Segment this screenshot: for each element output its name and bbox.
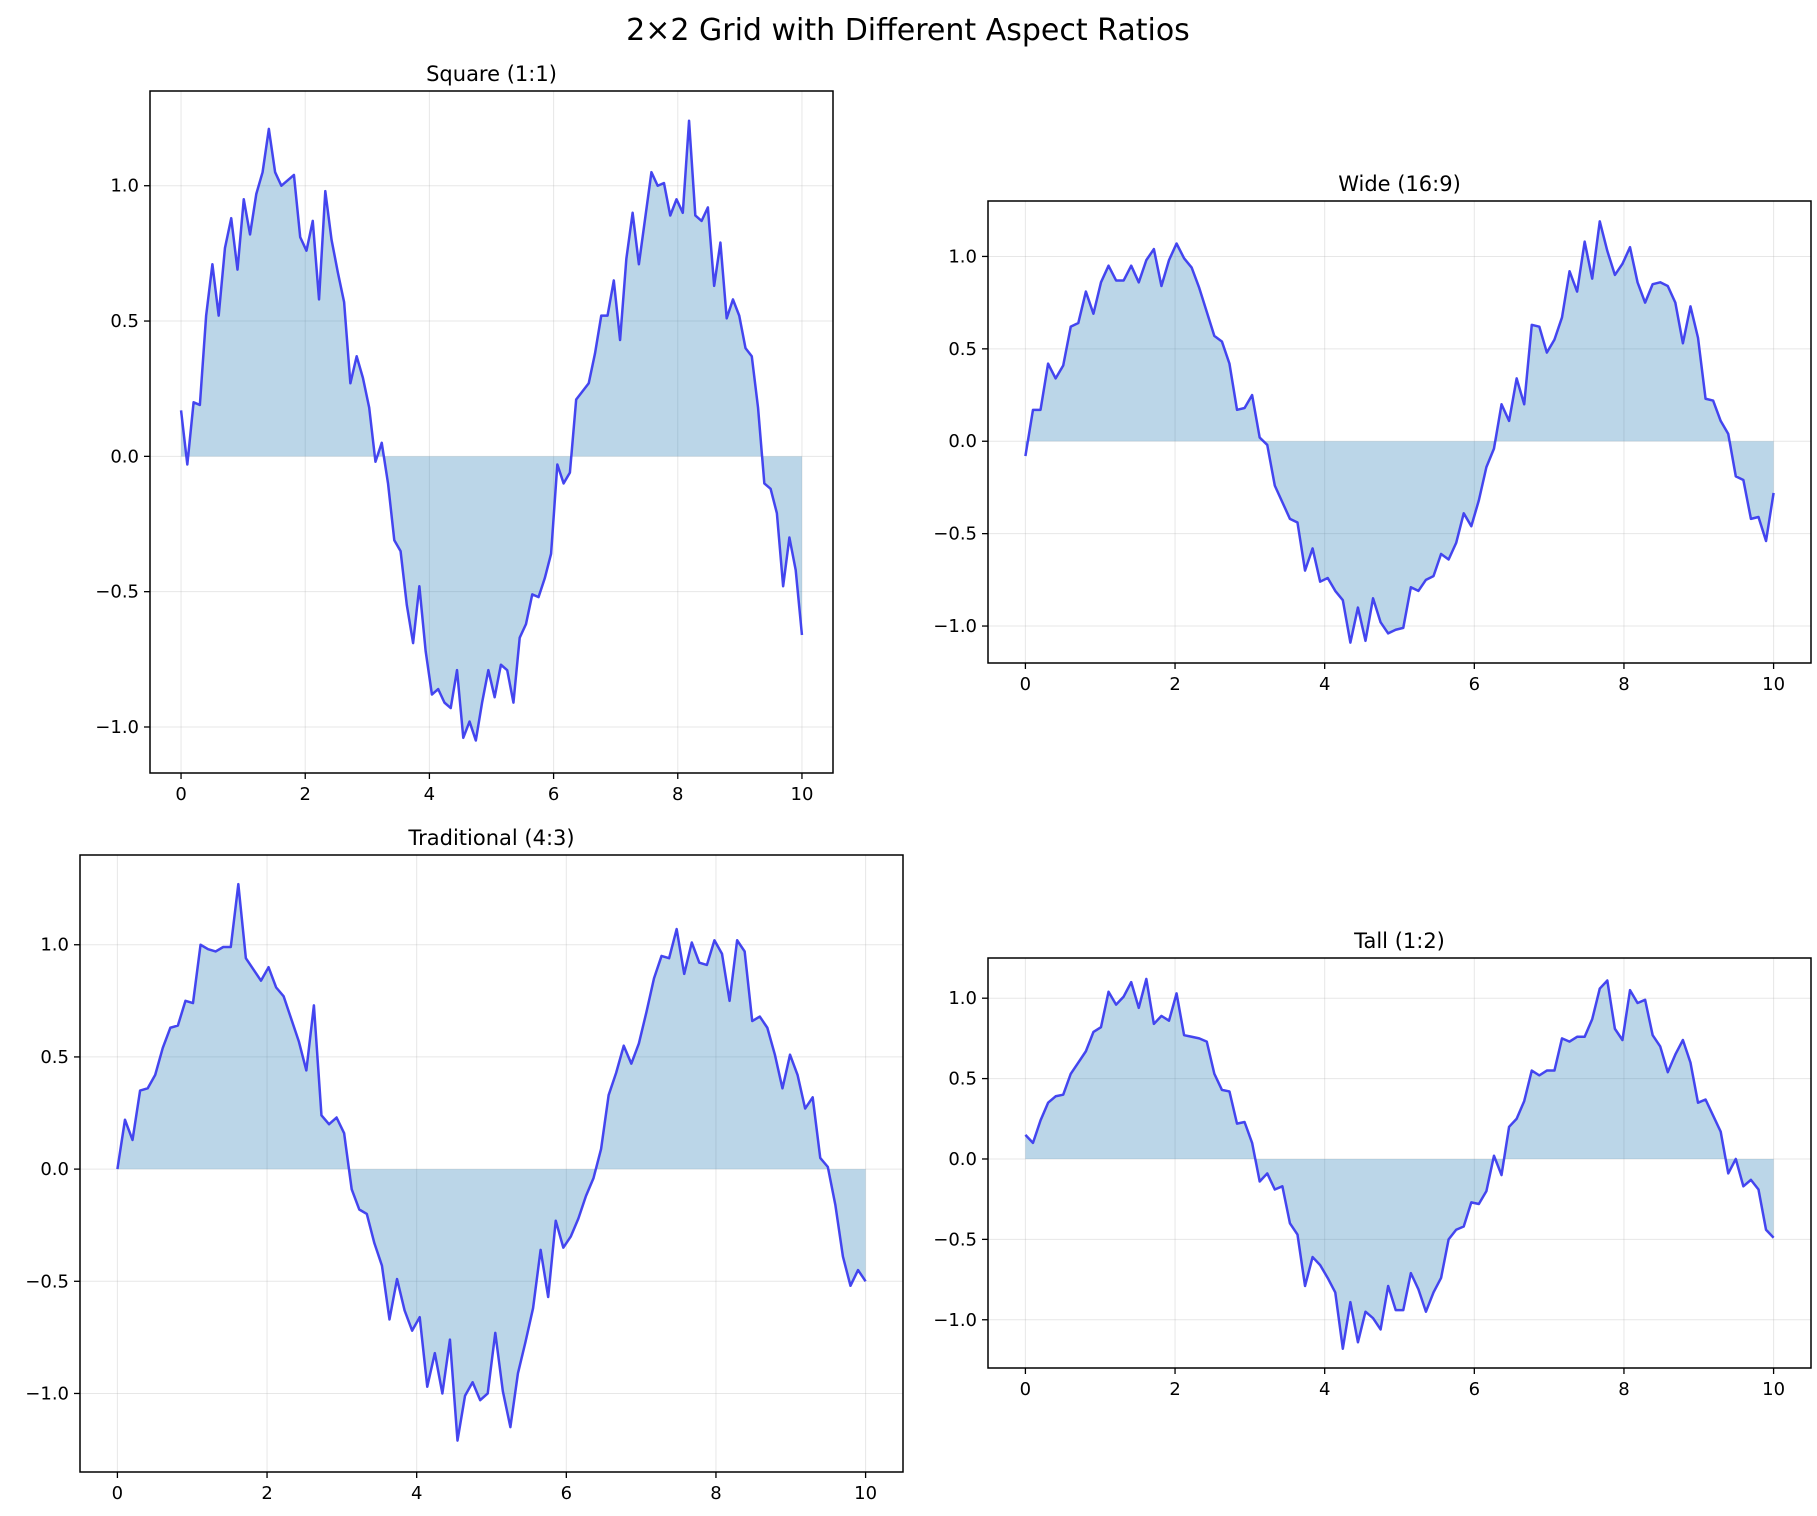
series-line [179,119,804,742]
series-line [116,882,867,1442]
axes-frame [79,854,904,1473]
x-tick-label: 2 [1169,1379,1180,1400]
x-tick-label: 10 [854,1483,877,1504]
y-tick-label: 1.0 [948,988,977,1009]
x-tick-label: 4 [411,1483,422,1504]
y-tick-label: −1.0 [25,1383,69,1404]
y-tick-label: 0.5 [110,311,139,332]
x-tick-label: 0 [1020,1379,1031,1400]
x-tick-label: 2 [261,1483,272,1504]
y-tick-label: 0.0 [40,1159,69,1180]
series-line [1024,977,1775,1350]
panel-tall: Tall (1:2) 0 2 4 6 8 10 −1.0 −0.5 0.0 0.5 1.0 [933,929,1812,1400]
area-fill [181,120,802,741]
x-tick-label: 10 [1762,1379,1785,1400]
x-tick-label: 6 [561,1483,572,1504]
x-tick-label: 2 [300,784,311,805]
x-tick-label: 8 [710,1483,721,1504]
y-tick-label: 0.5 [40,1047,69,1068]
y-tick-label: 1.0 [40,935,69,956]
panel-title: Square (1:1) [426,62,557,86]
x-tick-label: 8 [1618,674,1629,695]
figure-title: 2×2 Grid with Different Aspect Ratios [626,13,1190,48]
x-tick-label: 0 [1020,674,1031,695]
x-tick-label: 6 [1469,1379,1480,1400]
axes-frame [987,200,1812,664]
x-tick-label: 8 [672,784,683,805]
y-tick-label: −1.0 [95,717,139,738]
y-tick-label: −0.5 [25,1271,69,1292]
y-tick-label: 1.0 [948,246,977,267]
x-tick-label: 4 [1319,674,1330,695]
panel-traditional: Traditional (4:3) 0 2 4 6 8 10 −1.0 −0.5 0.0 0.5 1… [25,826,904,1504]
x-tick-label: 10 [1762,674,1785,695]
x-tick-label: 0 [175,784,186,805]
y-tick-label: −0.5 [933,524,977,545]
y-tick-label: 0.5 [948,339,977,360]
y-tick-label: 0.5 [948,1069,977,1090]
y-tick-label: 0.0 [948,1149,977,1170]
y-tick-label: 0.0 [948,431,977,452]
x-tick-label: 2 [1169,674,1180,695]
x-tick-label: 0 [112,1483,123,1504]
panel-square: Square (1:1) 0 2 4 6 8 10 −1.0 −0.5 0.0 0.5 1.0 [95,62,834,805]
x-tick-label: 4 [424,784,435,805]
x-tick-label: 6 [548,784,559,805]
area-fill [117,884,866,1441]
y-tick-label: −1.0 [933,616,977,637]
axes-frame [149,90,834,774]
area-fill [1025,978,1774,1349]
y-tick-label: −0.5 [95,582,139,603]
x-tick-label: 6 [1469,674,1480,695]
y-tick-label: 0.0 [110,446,139,467]
panel-title: Traditional (4:3) [407,826,574,850]
panel-wide: Wide (16:9) 0 2 4 6 8 10 −1.0 −0.5 0.0 0.5 1.0 [933,172,1812,695]
y-tick-label: −0.5 [933,1229,977,1250]
y-tick-label: 1.0 [110,176,139,197]
panel-title: Tall (1:2) [1353,929,1445,953]
axes-frame [987,957,1812,1369]
x-tick-label: 10 [791,784,814,805]
area-fill [1025,221,1774,643]
series-line [1024,220,1775,644]
x-tick-label: 4 [1319,1379,1330,1400]
x-tick-label: 8 [1618,1379,1629,1400]
panel-title: Wide (16:9) [1338,172,1461,196]
y-tick-label: −1.0 [933,1310,977,1331]
